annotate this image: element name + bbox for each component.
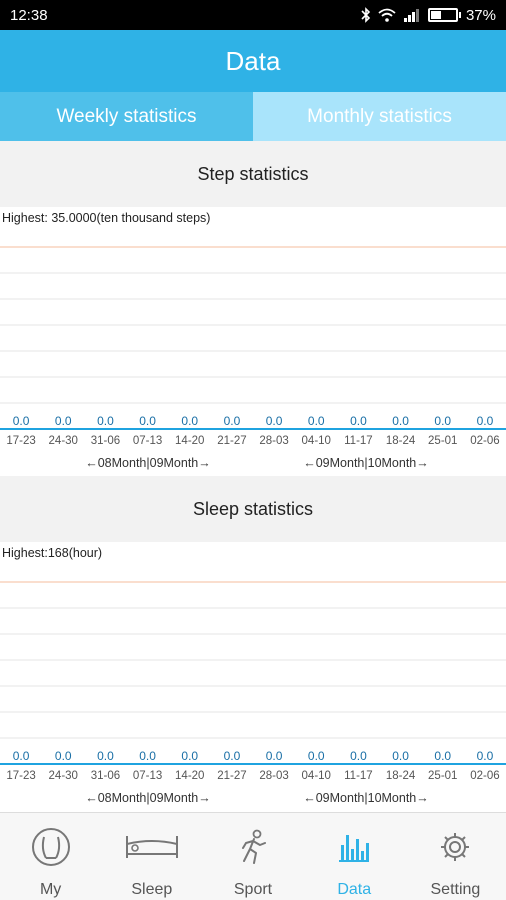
sleep-tick-label: 14-20: [175, 770, 204, 782]
signal-icon: [403, 8, 421, 22]
step-tick-label: 14-20: [175, 435, 204, 447]
nav-label-setting: Setting: [430, 881, 481, 898]
step-statistics-title: Step statistics: [0, 141, 506, 207]
sleep-value-label: 0.0: [55, 749, 72, 763]
step-value-label: 0.0: [139, 414, 156, 428]
nav-data[interactable]: Data: [304, 813, 405, 900]
sleep-tick-label: 04-10: [302, 770, 331, 782]
step-value-label: 0.0: [392, 414, 409, 428]
sleep-tick-label: 24-30: [49, 770, 78, 782]
sleep-tick-label: 21-27: [217, 770, 246, 782]
step-value-label: 0.0: [97, 414, 114, 428]
step-value-label: 0.0: [434, 414, 451, 428]
step-value-label: 0.0: [308, 414, 325, 428]
step-tick-label: 21-27: [217, 435, 246, 447]
battery-percent: 37%: [465, 6, 496, 24]
sleep-tick-label: 17-23: [6, 770, 35, 782]
tab-monthly-statistics[interactable]: Monthly statistics: [253, 92, 506, 141]
sleep-value-label: 0.0: [13, 749, 30, 763]
battery-icon: [427, 8, 458, 22]
step-value-label: 0.0: [55, 414, 72, 428]
step-tick-label: 31-06: [91, 435, 120, 447]
sleep-value-label: 0.0: [392, 749, 409, 763]
stats-tabs: Weekly statistics Monthly statistics: [0, 92, 506, 141]
step-tick-label: 18-24: [386, 435, 416, 447]
sleep-chart: 0.0 17-23 0.0 24-30 0.0 31-06 0.0 07-13 0.0 14-20…: [0, 542, 506, 812]
step-chart: 0.0 17-23 0.0 24-30 0.0 31-06 0.0 07-13 0.0 14-20…: [0, 207, 506, 477]
battery-indicator: 37%: [427, 6, 496, 24]
step-tick-label: 28-03: [259, 435, 288, 447]
sleep-statistics-title: Sleep statistics: [0, 476, 506, 542]
step-highest-label: Highest: 35.0000(ten thousand steps): [2, 211, 211, 225]
sleep-tick-label: 02-06: [470, 770, 499, 782]
sleep-tick-label: 07-13: [133, 770, 162, 782]
sleep-value-label: 0.0: [224, 749, 241, 763]
step-month-marker: ←08Month|09Month→: [85, 456, 211, 470]
nav-sleep[interactable]: Sleep: [101, 813, 202, 900]
nav-label-sleep: Sleep: [131, 881, 173, 898]
step-value-label: 0.0: [13, 414, 30, 428]
sleep-tick-label: 25-01: [428, 770, 457, 782]
user-circle-icon: [31, 827, 71, 867]
sleep-tick-label: 18-24: [386, 770, 416, 782]
sleep-value-label: 0.0: [350, 749, 367, 763]
bottom-nav: My Sleep Sport Data Setting: [0, 812, 506, 900]
step-tick-label: 24-30: [49, 435, 78, 447]
step-value-label: 0.0: [181, 414, 198, 428]
bed-icon: [124, 827, 180, 867]
sleep-statistics-section: Sleep statistics 0.0 17-23 0.0 24-30 0.0 31-0…: [0, 476, 506, 812]
sleep-tick-label: 31-06: [91, 770, 120, 782]
step-tick-label: 25-01: [428, 435, 457, 447]
step-value-label: 0.0: [224, 414, 241, 428]
step-statistics-section: Step statistics 0.0 17-23 0.0 24-30 0.0 31-06…: [0, 141, 506, 477]
bar-chart-icon: [337, 827, 371, 867]
step-value-label: 0.0: [266, 414, 283, 428]
nav-sport[interactable]: Sport: [202, 813, 303, 900]
tab-weekly-statistics[interactable]: Weekly statistics: [0, 92, 253, 141]
step-tick-label: 04-10: [302, 435, 331, 447]
sleep-value-label: 0.0: [181, 749, 198, 763]
sleep-value-label: 0.0: [139, 749, 156, 763]
sleep-value-label: 0.0: [308, 749, 325, 763]
nav-setting[interactable]: Setting: [405, 813, 506, 900]
step-tick-label: 02-06: [470, 435, 499, 447]
step-tick-label: 07-13: [133, 435, 162, 447]
status-icons: 37%: [361, 7, 496, 24]
sleep-tick-label: 11-17: [344, 770, 373, 782]
status-time: 12:38: [10, 6, 48, 24]
sleep-value-label: 0.0: [97, 749, 114, 763]
bluetooth-icon: [361, 7, 371, 23]
nav-label-my: My: [39, 881, 62, 898]
step-month-marker: ←09Month|10Month→: [303, 456, 429, 470]
step-chart-svg: 0.0 17-23 0.0 24-30 0.0 31-06 0.0 07-13 0.0 14-20…: [0, 246, 506, 470]
sleep-month-marker: ←08Month|09Month→: [85, 791, 211, 805]
sleep-tick-label: 28-03: [259, 770, 288, 782]
status-bar: 12:38 37%: [0, 0, 506, 30]
wifi-icon: [378, 8, 396, 22]
step-value-label: 0.0: [477, 414, 494, 428]
nav-label-sport: Sport: [233, 881, 273, 898]
step-tick-label: 11-17: [344, 435, 373, 447]
nav-label-data: Data: [337, 881, 372, 898]
sleep-value-label: 0.0: [477, 749, 494, 763]
page-title: Data: [225, 45, 281, 76]
step-value-label: 0.0: [350, 414, 367, 428]
nav-my[interactable]: My: [0, 813, 101, 900]
step-tick-label: 17-23: [6, 435, 35, 447]
sleep-chart-svg: 0.0 17-23 0.0 24-30 0.0 31-06 0.0 07-13 0.0 14-20…: [0, 581, 506, 805]
gear-icon: [438, 827, 472, 867]
sleep-month-marker: ←09Month|10Month→: [303, 791, 429, 805]
sleep-value-label: 0.0: [434, 749, 451, 763]
app-header: Data: [0, 30, 506, 92]
sleep-value-label: 0.0: [266, 749, 283, 763]
sleep-highest-label: Highest:168(hour): [2, 546, 103, 560]
running-person-icon: [238, 827, 268, 867]
